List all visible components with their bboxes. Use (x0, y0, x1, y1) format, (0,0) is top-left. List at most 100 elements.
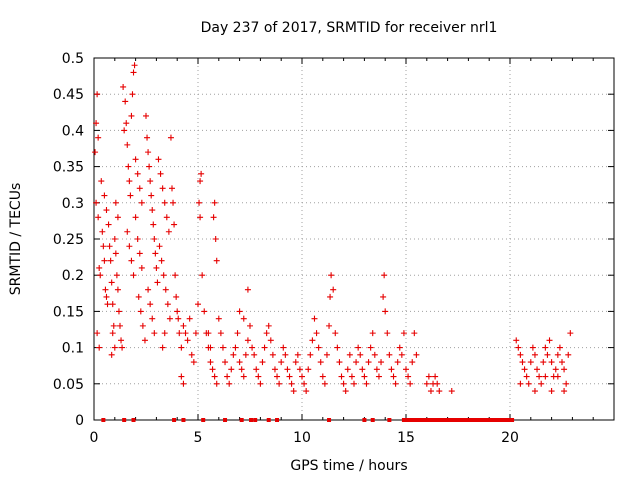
data-point-zero (439, 418, 444, 422)
data-point-zero (437, 418, 442, 422)
data-point (384, 330, 391, 337)
data-point-zero (478, 418, 483, 422)
data-point (157, 170, 164, 177)
data-point (139, 322, 146, 329)
data-point (253, 366, 260, 373)
data-point (219, 344, 226, 351)
y-tick-label: 0.45 (53, 87, 84, 103)
data-point-zero (445, 418, 450, 422)
data-point (554, 373, 561, 380)
data-point-zero (172, 418, 177, 422)
data-point-zero (453, 418, 458, 422)
data-point (121, 127, 128, 134)
data-point-zero (487, 418, 492, 422)
data-point-zero (485, 418, 490, 422)
data-point (436, 388, 443, 395)
data-point-zero (426, 418, 431, 422)
data-point (284, 366, 291, 373)
data-point (363, 380, 370, 387)
data-point (367, 344, 374, 351)
data-point (226, 380, 233, 387)
data-point (196, 199, 203, 206)
data-point-zero (327, 418, 332, 422)
data-point (118, 337, 125, 344)
data-point (240, 315, 247, 322)
data-point (413, 351, 420, 358)
data-point (108, 351, 115, 358)
data-point (103, 207, 110, 214)
data-point (131, 62, 138, 69)
data-point (205, 330, 212, 337)
data-point (361, 373, 368, 380)
data-point (355, 344, 362, 351)
data-point (143, 112, 149, 119)
data-point (517, 380, 524, 387)
data-point (513, 337, 520, 344)
data-point (150, 221, 157, 228)
data-point (307, 351, 314, 358)
data-point-zero (443, 418, 448, 422)
data-point-zero (483, 418, 488, 422)
data-point (152, 250, 159, 257)
data-point (301, 380, 308, 387)
data-point (138, 264, 145, 271)
data-point (407, 380, 414, 387)
data-point (209, 366, 216, 373)
data-point-zero (468, 418, 473, 422)
data-point (198, 170, 205, 177)
data-point (230, 351, 237, 358)
data-point-zero (472, 418, 477, 422)
data-point-zero (501, 418, 506, 422)
data-point (211, 373, 218, 380)
data-point-zero (431, 418, 436, 422)
data-point-zero (493, 418, 498, 422)
data-point (525, 380, 532, 387)
data-point (561, 366, 568, 373)
data-point (128, 112, 135, 119)
data-point (288, 380, 295, 387)
data-point (244, 337, 251, 344)
data-point (259, 359, 266, 366)
data-point (249, 344, 256, 351)
data-point (265, 322, 272, 329)
data-point (195, 301, 201, 308)
data-point-zero (503, 418, 508, 422)
data-point (538, 380, 545, 387)
data-point (98, 178, 105, 185)
data-point-zero (370, 418, 375, 422)
data-point-zero (474, 418, 479, 422)
y-tick-label: 0.4 (62, 123, 84, 139)
data-point-zero (480, 418, 485, 422)
data-point (190, 359, 197, 366)
data-point (332, 330, 339, 337)
data-point (146, 163, 153, 170)
data-point (156, 243, 163, 250)
data-point (224, 373, 231, 380)
data-point (251, 351, 258, 358)
data-point (392, 380, 399, 387)
data-point (531, 351, 538, 358)
data-point (386, 351, 393, 358)
data-point (149, 207, 156, 214)
data-point-zero (428, 418, 433, 422)
data-point (123, 120, 130, 127)
data-point (409, 359, 416, 366)
data-point-zero (416, 418, 421, 422)
data-point (548, 359, 555, 366)
data-point (164, 301, 171, 308)
data-point (132, 156, 139, 163)
data-point (130, 69, 137, 76)
grid-lines (94, 58, 614, 420)
y-tick-label: 0.35 (53, 160, 84, 176)
data-point (400, 330, 407, 337)
data-point (151, 236, 158, 242)
data-point (154, 279, 161, 286)
data-point (115, 308, 122, 315)
data-point (303, 388, 310, 395)
data-point (274, 373, 281, 380)
data-point-zero (414, 418, 419, 422)
data-point (271, 366, 278, 373)
data-point (567, 330, 574, 337)
data-points (92, 62, 574, 422)
data-point (326, 322, 333, 329)
